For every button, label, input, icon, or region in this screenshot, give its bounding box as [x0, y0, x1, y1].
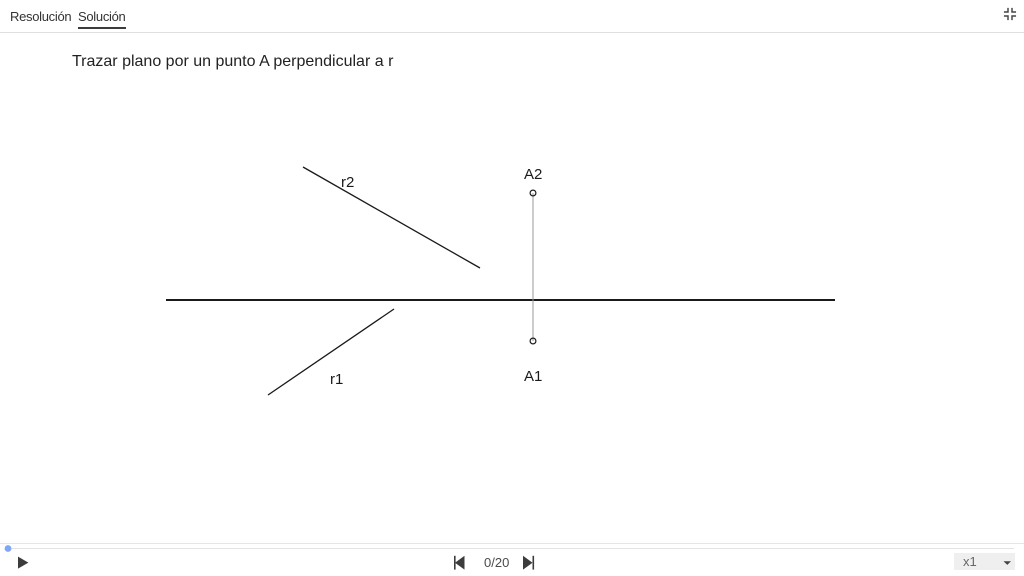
svg-text:A1: A1 [524, 368, 542, 385]
svg-text:r1: r1 [330, 371, 343, 388]
svg-text:x1: x1 [963, 554, 977, 569]
svg-text:r2: r2 [341, 174, 354, 191]
svg-text:0/20: 0/20 [484, 555, 509, 570]
svg-text:A2: A2 [524, 166, 542, 183]
